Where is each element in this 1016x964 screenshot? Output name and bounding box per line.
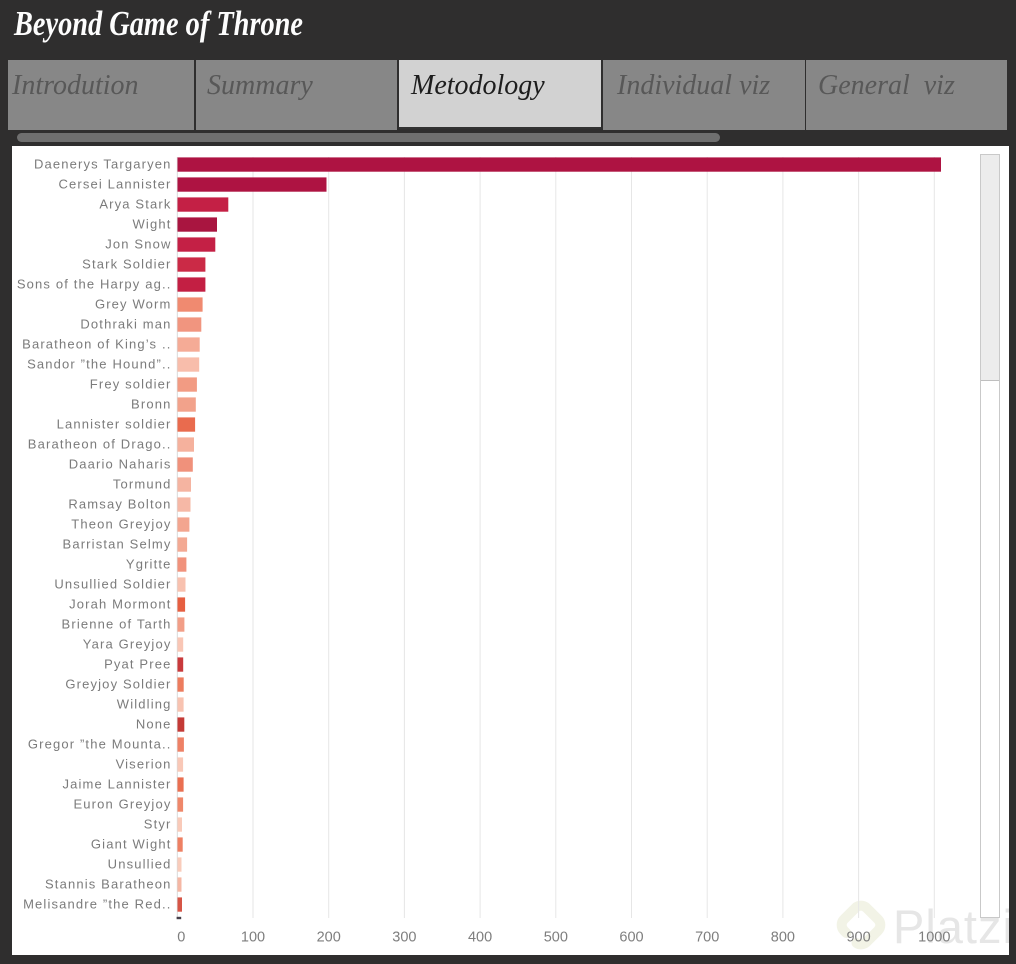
svg-text:Sandor ”the Hound”..: Sandor ”the Hound”.. bbox=[27, 357, 171, 372]
svg-text:400: 400 bbox=[468, 930, 492, 946]
svg-text:Pyat Pree: Pyat Pree bbox=[104, 657, 171, 672]
svg-text:Frey soldier: Frey soldier bbox=[90, 377, 172, 392]
svg-text:Tormund: Tormund bbox=[113, 477, 172, 492]
svg-text:600: 600 bbox=[619, 930, 643, 946]
svg-text:Styr: Styr bbox=[144, 817, 172, 832]
svg-text:Viserion: Viserion bbox=[116, 757, 172, 772]
svg-text:Gregor ”the Mounta..: Gregor ”the Mounta.. bbox=[28, 737, 172, 752]
svg-text:Wildling: Wildling bbox=[117, 697, 172, 712]
svg-text:Jon Snow: Jon Snow bbox=[105, 237, 171, 252]
svg-text:Jaime Lannister: Jaime Lannister bbox=[62, 777, 171, 792]
svg-text:Daario Naharis: Daario Naharis bbox=[69, 457, 172, 472]
svg-text:Wight: Wight bbox=[133, 217, 172, 232]
svg-text:700: 700 bbox=[695, 930, 719, 946]
svg-text:None: None bbox=[136, 717, 172, 732]
svg-text:Yara Greyjoy: Yara Greyjoy bbox=[83, 637, 172, 652]
svg-text:Melisandre ”the Red..: Melisandre ”the Red.. bbox=[23, 897, 171, 912]
svg-text:1000: 1000 bbox=[918, 930, 950, 946]
svg-text:Dothraki man: Dothraki man bbox=[80, 317, 171, 332]
svg-text:300: 300 bbox=[392, 930, 416, 946]
svg-text:Unsullied: Unsullied bbox=[108, 857, 172, 872]
svg-text:Grey Worm: Grey Worm bbox=[95, 297, 172, 312]
svg-text:500: 500 bbox=[544, 930, 568, 946]
svg-text:0: 0 bbox=[177, 930, 185, 946]
svg-text:800: 800 bbox=[771, 930, 795, 946]
svg-text:200: 200 bbox=[317, 930, 341, 946]
svg-text:Unsullied Soldier: Unsullied Soldier bbox=[54, 577, 171, 592]
svg-text:Jorah Mormont: Jorah Mormont bbox=[69, 597, 171, 612]
svg-text:Ygritte: Ygritte bbox=[126, 557, 172, 572]
svg-text:Cersei Lannister: Cersei Lannister bbox=[58, 177, 171, 192]
svg-text:Bronn: Bronn bbox=[131, 397, 171, 412]
svg-text:Giant Wight: Giant Wight bbox=[91, 837, 172, 852]
svg-text:Theon Greyjoy: Theon Greyjoy bbox=[71, 517, 171, 532]
svg-text:Ramsay Bolton: Ramsay Bolton bbox=[68, 497, 171, 512]
svg-text:Greyjoy Soldier: Greyjoy Soldier bbox=[65, 677, 171, 692]
svg-text:Lannister soldier: Lannister soldier bbox=[57, 417, 172, 432]
svg-text:Stark Soldier: Stark Soldier bbox=[82, 257, 171, 272]
svg-text:Stannis Baratheon: Stannis Baratheon bbox=[45, 877, 172, 892]
svg-text:100: 100 bbox=[241, 930, 265, 946]
svg-text:Arya Stark: Arya Stark bbox=[99, 197, 171, 212]
svg-text:Euron Greyjoy: Euron Greyjoy bbox=[73, 797, 171, 812]
svg-text:Brienne of Tarth: Brienne of Tarth bbox=[62, 617, 172, 632]
svg-text:Barristan Selmy: Barristan Selmy bbox=[63, 537, 172, 552]
svg-text:900: 900 bbox=[846, 930, 870, 946]
svg-text:Baratheon of King’s ..: Baratheon of King’s .. bbox=[22, 337, 171, 352]
svg-text:Daenerys Targaryen: Daenerys Targaryen bbox=[34, 157, 172, 172]
svg-text:Baratheon of Drago..: Baratheon of Drago.. bbox=[28, 437, 172, 452]
svg-text:Sons of the Harpy ag..: Sons of the Harpy ag.. bbox=[17, 277, 172, 292]
